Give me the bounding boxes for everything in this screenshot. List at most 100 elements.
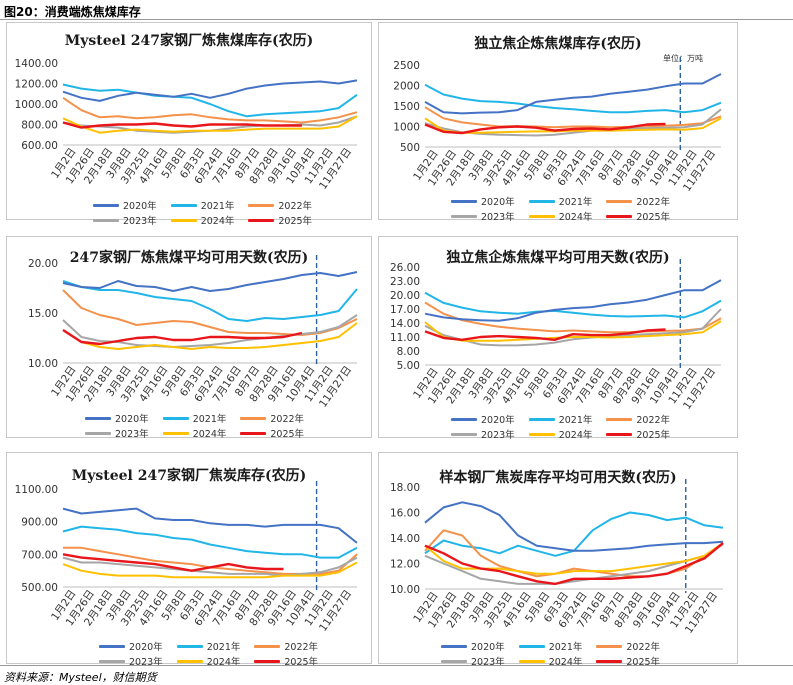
series-line-2020年: [62, 79, 358, 102]
legend-swatch: [162, 416, 189, 420]
legend-label: 2023年: [123, 216, 157, 227]
legend-swatch: [93, 218, 119, 222]
legend-swatch: [176, 659, 203, 663]
figure-title: 图20：消费端炼焦煤库存: [4, 5, 141, 19]
series-line-2023年: [424, 543, 724, 585]
legend-swatch: [596, 644, 623, 648]
legend-swatch: [254, 659, 281, 663]
y-tick-label: 800.00: [21, 120, 58, 132]
legend-item: 2022年: [254, 639, 318, 653]
chart-title: Mysteel 247家钢厂炼焦煤库存(农历): [64, 33, 314, 49]
legend-label: 2022年: [626, 642, 661, 653]
legend-swatch: [176, 644, 203, 648]
legend-label: 2020年: [481, 197, 515, 208]
series-line-2024年: [424, 320, 722, 342]
legend-swatch: [451, 432, 477, 436]
legend-swatch: [170, 203, 197, 207]
chart-plot: 500.00700.00900.001100.001月2日1月26日2月18日3…: [15, 481, 358, 634]
legend-swatch: [518, 659, 545, 663]
y-tick-label: 14.00: [390, 533, 420, 545]
y-tick-label: 20.00: [390, 290, 420, 302]
y-tick-label: 1400.00: [15, 58, 58, 70]
chart-legend: 2020年 2021年 2022年 2023年 2024年 2025年: [99, 639, 318, 668]
legend-label: 2025年: [284, 657, 319, 668]
legend-swatch: [528, 199, 555, 203]
legend-item: 2024年: [176, 654, 240, 668]
y-tick-label: 16.00: [390, 508, 420, 520]
series-line-2020年: [424, 73, 722, 115]
legend-swatch: [451, 214, 477, 218]
y-tick-label: 18.00: [390, 482, 420, 494]
legend-item: 2023年: [451, 427, 515, 441]
series-line-2024年: [62, 322, 358, 350]
legend-swatch: [596, 659, 623, 663]
legend-label: 2021年: [558, 415, 593, 426]
y-tick-label: 2000: [393, 81, 420, 93]
source-note: 资料来源：Mysteel，财信期货: [4, 671, 157, 684]
legend-label: 2022年: [636, 197, 671, 208]
legend-label: 2023年: [129, 657, 163, 668]
legend-swatch: [451, 199, 477, 203]
y-tick-label: 700.00: [21, 549, 58, 561]
series-line-2025年: [62, 121, 302, 129]
chart-title: 独立焦企炼焦煤平均可用天数(农历): [446, 250, 670, 266]
legend-label: 2022年: [636, 415, 671, 426]
y-tick-label: 12.00: [390, 559, 420, 571]
chart-title: 样本钢厂焦炭库存平均可用天数(农历): [439, 470, 677, 486]
legend-swatch: [162, 431, 189, 435]
chart-legend: 2020年 2021年 2022年 2023年 2024年 2025年: [441, 639, 660, 668]
y-tick-label: 17.00: [390, 304, 420, 316]
legend-item: 2022年: [606, 194, 670, 208]
legend-label: 2024年: [200, 216, 235, 227]
legend-label: 2024年: [548, 657, 583, 668]
chart-panel-coking-plant-coal-stock: 独立焦企炼焦煤库存(农历) 单位：万吨 500 1000 1500 2000 2500 1…: [378, 22, 738, 223]
legend-item: 2023年: [99, 654, 163, 668]
legend-swatch: [254, 644, 281, 648]
y-tick-label: 11.00: [390, 332, 420, 344]
legend-label: 2022年: [278, 201, 313, 212]
y-tick-label: 1200.00: [15, 79, 58, 91]
legend-item: 2021年: [518, 639, 582, 653]
legend-swatch: [518, 644, 545, 648]
legend-label: 2021年: [558, 197, 593, 208]
y-tick-label: 26.00: [390, 262, 420, 274]
legend-label: 2022年: [284, 642, 319, 653]
chart-legend: 2020年 2021年 2022年 2023年 2024年 2025年: [93, 198, 312, 227]
series-line-2025年: [424, 328, 666, 341]
legend-item: 2021年: [170, 198, 234, 212]
series-line-2024年: [62, 561, 358, 579]
y-tick-label: 23.00: [390, 276, 420, 288]
chart-plot: 10.0015.0020.001月2日1月26日2月18日3月8日3月25日4月…: [28, 255, 358, 410]
legend-swatch: [240, 431, 267, 435]
legend-swatch: [441, 644, 467, 648]
y-tick-label: 20.00: [28, 258, 58, 270]
series-line-2021年: [424, 83, 722, 114]
legend-label: 2025年: [636, 430, 671, 441]
chart-panel-coking-plant-coal-days: 独立焦企炼焦煤平均可用天数(农历) 5.00 8.00 11.00 14.00 17.0…: [378, 236, 738, 441]
legend-item: 2020年: [441, 639, 505, 653]
legend-item: 2023年: [85, 426, 149, 440]
legend-swatch: [528, 432, 555, 436]
legend-swatch: [606, 199, 633, 203]
legend-label: 2024年: [558, 212, 593, 223]
legend-swatch: [170, 218, 197, 222]
legend-item: 2024年: [162, 426, 226, 440]
legend-item: 2021年: [528, 194, 593, 208]
title-divider: [0, 19, 793, 20]
legend-item: 2020年: [99, 639, 163, 653]
series-line-2025年: [424, 122, 666, 135]
series-line-2024年: [424, 542, 724, 575]
legend-label: 2025年: [636, 212, 671, 223]
legend-swatch: [451, 417, 477, 421]
legend-swatch: [606, 417, 633, 421]
chart-plot: 5.008.0011.0014.0017.0020.0023.0026.001月…: [390, 259, 722, 412]
legend-swatch: [93, 203, 119, 207]
legend-label: 2023年: [481, 430, 515, 441]
legend-swatch: [240, 416, 267, 420]
legend-item: 2025年: [596, 654, 660, 668]
footer-divider: [0, 665, 793, 666]
chart-plot: 10.0012.0014.0016.0018.001月2日1月26日2月18日3…: [390, 479, 724, 636]
chart-title: 247家钢厂炼焦煤平均可用天数(农历): [69, 250, 309, 266]
y-tick-label: 600.00: [21, 140, 58, 152]
legend-item: 2022年: [606, 412, 670, 426]
